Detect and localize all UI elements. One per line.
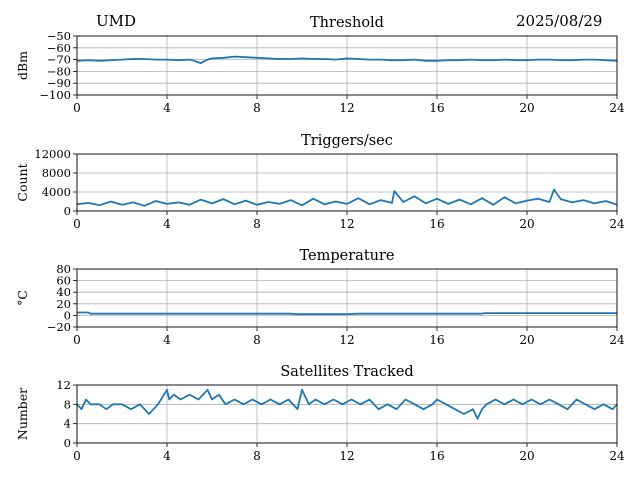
x-tick-label: 16 bbox=[429, 101, 444, 115]
x-tick-label: 0 bbox=[73, 333, 81, 347]
x-tick-label: 16 bbox=[429, 449, 444, 463]
x-tick-label: 12 bbox=[339, 101, 354, 115]
y-tick-label: 0 bbox=[64, 436, 71, 450]
y-tick-label: 4000 bbox=[42, 185, 71, 199]
y-tick-label: −90 bbox=[47, 76, 71, 90]
y-axis-label: °C bbox=[15, 290, 30, 306]
x-tick-label: 16 bbox=[429, 217, 444, 231]
station-label: UMD bbox=[96, 12, 137, 30]
y-tick-label: −100 bbox=[39, 88, 71, 102]
x-tick-label: 24 bbox=[609, 449, 625, 463]
x-tick-label: 24 bbox=[609, 217, 625, 231]
x-tick-label: 8 bbox=[253, 101, 261, 115]
y-tick-label: 12000 bbox=[34, 147, 71, 161]
series-line bbox=[76, 388, 618, 420]
series-line bbox=[76, 55, 618, 64]
y-tick-label: 40 bbox=[56, 285, 71, 299]
x-tick-label: 16 bbox=[429, 333, 444, 347]
y-tick-label: 80 bbox=[56, 262, 71, 276]
y-tick-label: 20 bbox=[56, 297, 71, 311]
series-line bbox=[76, 188, 618, 207]
x-tick-label: 20 bbox=[519, 217, 534, 231]
x-tick-label: 4 bbox=[163, 449, 171, 463]
series-line bbox=[77, 311, 617, 316]
date-label: 2025/08/29 bbox=[516, 12, 603, 30]
y-tick-label: −20 bbox=[47, 320, 71, 334]
x-tick-label: 8 bbox=[253, 333, 261, 347]
x-tick-label: 24 bbox=[609, 101, 625, 115]
y-tick-label: −60 bbox=[47, 41, 71, 55]
chart-title: Triggers/sec bbox=[301, 133, 393, 149]
y-tick-label: 60 bbox=[56, 274, 71, 288]
chart-title: Satellites Tracked bbox=[280, 364, 413, 380]
x-tick-label: 4 bbox=[163, 101, 171, 115]
chart-title: Threshold bbox=[310, 15, 384, 31]
y-tick-label: 8 bbox=[64, 397, 71, 411]
y-tick-label: 8000 bbox=[42, 166, 71, 180]
x-tick-label: 4 bbox=[163, 217, 171, 231]
y-axis-label: Count bbox=[15, 163, 30, 201]
x-tick-label: 24 bbox=[609, 333, 625, 347]
y-tick-label: −70 bbox=[47, 53, 71, 67]
chart-title: Temperature bbox=[300, 248, 395, 264]
y-tick-label: 4 bbox=[64, 417, 71, 431]
y-axis-label: dBm bbox=[15, 51, 30, 80]
x-tick-label: 20 bbox=[519, 449, 534, 463]
x-tick-label: 4 bbox=[163, 333, 171, 347]
x-tick-label: 12 bbox=[339, 449, 354, 463]
x-tick-label: 0 bbox=[73, 101, 81, 115]
x-tick-label: 8 bbox=[253, 449, 261, 463]
y-tick-label: −50 bbox=[47, 29, 71, 43]
x-tick-label: 0 bbox=[73, 217, 81, 231]
y-tick-label: 0 bbox=[64, 204, 71, 218]
y-tick-label: 12 bbox=[56, 378, 71, 392]
y-tick-label: 0 bbox=[64, 308, 71, 322]
y-tick-label: −80 bbox=[47, 64, 71, 78]
x-tick-label: 12 bbox=[339, 217, 354, 231]
x-tick-label: 8 bbox=[253, 217, 261, 231]
x-tick-label: 20 bbox=[519, 333, 534, 347]
y-axis-label: Number bbox=[15, 388, 30, 440]
x-tick-label: 0 bbox=[73, 449, 81, 463]
x-tick-label: 12 bbox=[339, 333, 354, 347]
x-tick-label: 20 bbox=[519, 101, 534, 115]
